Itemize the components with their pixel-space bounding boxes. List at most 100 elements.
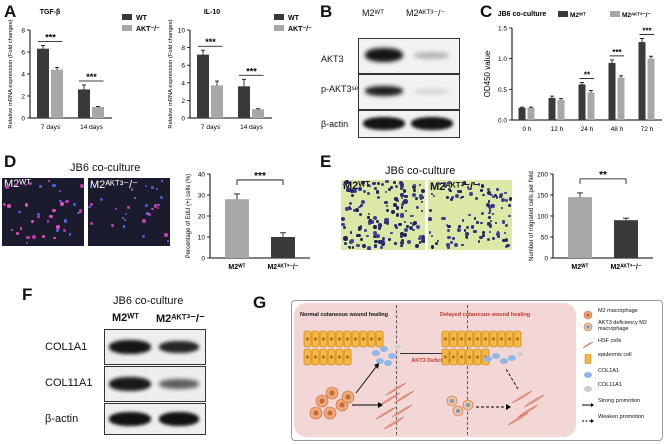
cell-dot (447, 246, 450, 249)
cell-dot (428, 208, 432, 212)
legend-swatch (122, 14, 132, 20)
cell-dot (393, 203, 398, 208)
x-tick-label: M2ᵂᵀ (228, 264, 245, 271)
y-tick-label: 10 (198, 235, 206, 242)
cell-dot (372, 231, 377, 236)
cell-dot (487, 238, 490, 241)
cell-dot (15, 232, 19, 236)
cell-dot (508, 197, 512, 201)
cell-dot (456, 228, 461, 232)
bar-0 (568, 197, 592, 258)
cell-dot (375, 190, 380, 195)
cell-dot (346, 188, 351, 193)
epidermis-nucleus (443, 355, 448, 359)
bar-M2ᵂᵀ-0 h (518, 107, 526, 120)
cell-dot (380, 246, 384, 249)
cell-dot (400, 196, 404, 200)
cell-dot (504, 238, 509, 242)
cell-dot (344, 180, 349, 184)
epidermis-nucleus (329, 337, 334, 341)
cell-dot (51, 183, 56, 188)
cell-dot (362, 189, 366, 193)
cell-dot (342, 182, 347, 187)
cell-dot (482, 194, 485, 197)
cell-dot (374, 245, 377, 248)
cell-dot (469, 192, 473, 197)
bar-AKT⁻/⁻-7 days (51, 69, 63, 118)
cell-dot (462, 181, 467, 185)
hsf-cell (523, 394, 545, 408)
cell-dot (502, 238, 506, 243)
col1a1-blob (388, 353, 396, 359)
cell-dot (363, 228, 368, 233)
cell-dot (488, 215, 492, 219)
epidermis-nucleus (515, 337, 520, 341)
x-tick-label: 72 h (641, 126, 654, 133)
cell-dot (2, 202, 7, 207)
y-tick-label: 1.5 (498, 26, 507, 33)
cell-dot (100, 197, 104, 202)
cell-dot (488, 230, 492, 234)
hsf-cell (393, 390, 415, 404)
cell-dot (405, 224, 409, 229)
cell-dot (496, 234, 500, 238)
cell-dot (452, 237, 456, 241)
cell-dot (142, 234, 146, 238)
blot-f-bactin (104, 403, 206, 435)
bar-WT-14 days (238, 86, 250, 118)
cell-dot (494, 194, 498, 198)
cell-dot (473, 181, 476, 184)
cell-dot (459, 196, 462, 199)
cell-dot (491, 236, 495, 240)
cell-dot (5, 184, 10, 189)
cell-dot (396, 199, 399, 202)
cell-dot (437, 239, 440, 242)
cell-dot (164, 233, 168, 237)
y-tick-label: 0 (21, 116, 25, 123)
cell-dot (453, 243, 458, 248)
strong-arrow (355, 366, 377, 394)
blot-f-col1-label: M2ᵂᵀ (112, 312, 140, 324)
panel-label-b: B (320, 2, 333, 21)
y-axis-label: Relative mRNA expression (Fold changes) (8, 19, 14, 128)
cell-dot (502, 220, 506, 224)
significance-label: *** (246, 66, 257, 76)
cell-dot (373, 234, 377, 239)
micro-e-ko-label: M2ᴬᴷᵀ³⁻/⁻ (430, 181, 479, 193)
solid-arrow-icon (582, 397, 594, 415)
cell-dot (445, 196, 449, 200)
blot-f-row-bactin: β-actin (45, 413, 79, 425)
epidermis-nucleus (475, 355, 480, 359)
chart-tgfb: 0 2 4 6 8 7 days *** 14 days *** TGF-β Relative mR… (8, 9, 160, 131)
hsf-cell (507, 412, 529, 426)
panel-label-c: C (480, 2, 493, 21)
g-illustrations (303, 330, 545, 430)
m2-nucleus (319, 398, 325, 404)
cell-dot (366, 191, 370, 195)
panel-label-g: G (253, 293, 267, 312)
panel-label-a: A (4, 2, 17, 21)
g-legend-label: COL11A1 (598, 382, 622, 388)
cell-dot (399, 235, 403, 239)
cell-dot (428, 217, 433, 222)
x-tick-label: M2ᵂᵀ (571, 264, 588, 271)
blot-f-row-col1a1: COL1A1 (45, 341, 88, 353)
cell-dot (447, 229, 451, 233)
y-tick-label: 2 (181, 98, 185, 105)
micro-d-wt: M2ᵂᵀ (2, 178, 84, 246)
bar-WT-7 days (37, 48, 49, 119)
cell-dot (457, 225, 461, 228)
cell-dot (404, 227, 409, 232)
epidermis-nucleus (491, 337, 496, 341)
bar-M2ᴬᴷᵀ³⁻/⁻-0 h (527, 107, 535, 120)
cell-dot (404, 209, 408, 213)
cell-dot (400, 206, 404, 209)
cell-dot (413, 189, 416, 192)
cell-dot (402, 189, 407, 193)
m2-nucleus (327, 410, 333, 416)
cell-dot (467, 188, 470, 191)
cell-dot (389, 185, 394, 190)
epidermis-nucleus (499, 337, 504, 341)
cell-dot (388, 238, 392, 241)
g-center-label: AKT3 Deficiency (411, 358, 455, 364)
